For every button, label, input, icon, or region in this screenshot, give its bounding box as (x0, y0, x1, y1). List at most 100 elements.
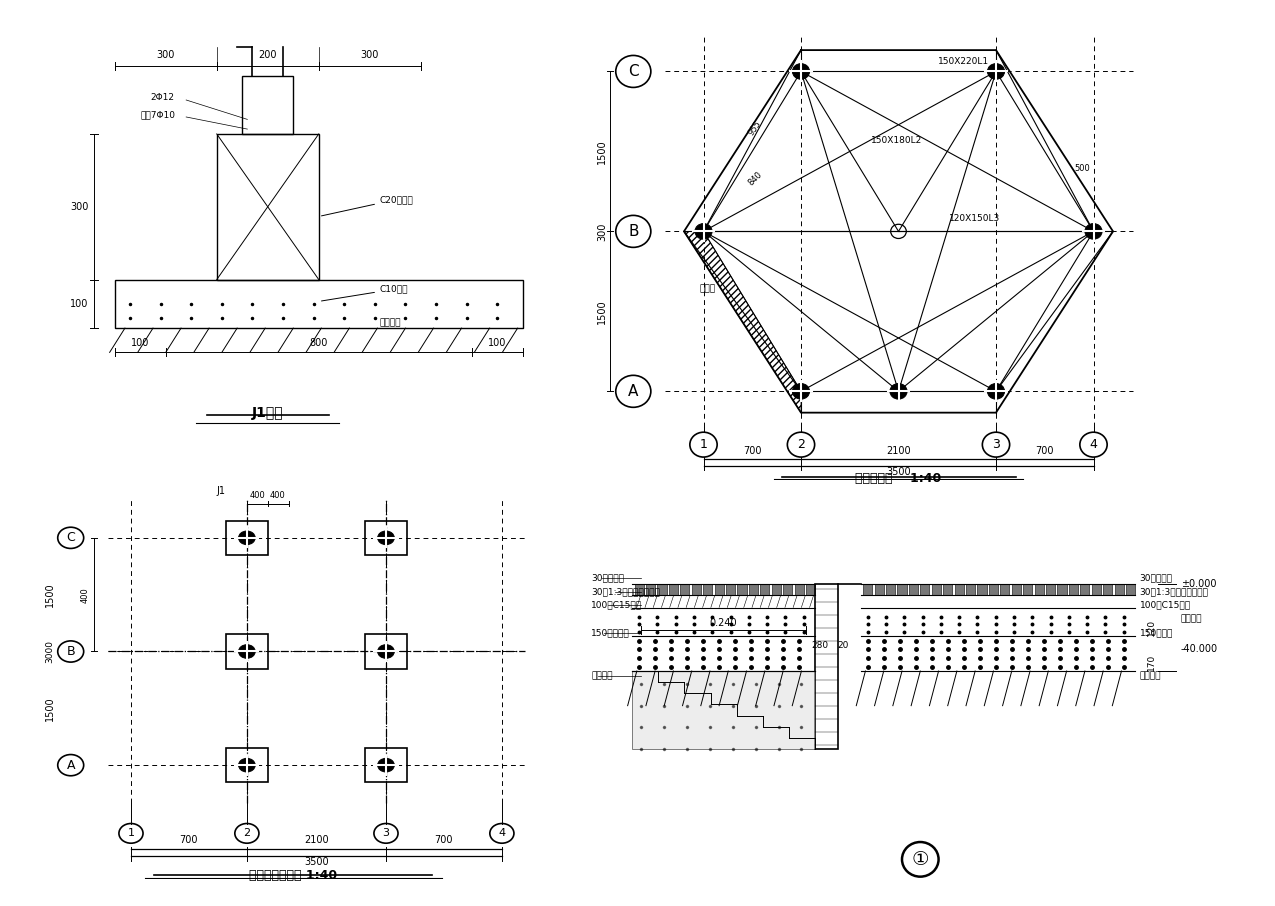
Text: 170: 170 (1146, 654, 1155, 671)
Bar (365, 748, 407, 782)
Bar (1057, 584, 1067, 595)
Text: 村相制定: 村相制定 (1181, 614, 1202, 623)
Circle shape (377, 531, 394, 545)
Text: 3500: 3500 (886, 467, 910, 477)
Text: 1500: 1500 (45, 696, 55, 720)
Bar (691, 584, 701, 595)
Text: 100厚C15垫层: 100厚C15垫层 (592, 601, 643, 610)
Bar (1114, 584, 1123, 595)
Text: 150石垫层: 150石垫层 (1140, 629, 1173, 638)
Text: 150X180L2: 150X180L2 (871, 136, 922, 145)
Text: 箍筋7Φ10: 箍筋7Φ10 (140, 110, 175, 119)
Text: 1: 1 (700, 439, 708, 451)
Bar (783, 584, 792, 595)
Text: 400: 400 (270, 491, 286, 500)
Bar (703, 584, 713, 595)
Text: 120: 120 (1146, 619, 1155, 636)
Text: 2100: 2100 (305, 835, 329, 845)
Text: 150X220L1: 150X220L1 (937, 57, 988, 66)
Bar (365, 521, 407, 554)
Text: 2Φ12: 2Φ12 (150, 93, 175, 102)
Text: 30厚1:3干硬性水泥砂浆: 30厚1:3干硬性水泥砂浆 (592, 587, 660, 596)
Text: 280: 280 (811, 641, 829, 650)
Text: 2: 2 (244, 828, 250, 838)
Bar (1080, 584, 1089, 595)
Text: 840: 840 (746, 169, 764, 188)
Text: -40.000: -40.000 (1181, 644, 1218, 654)
Text: 400: 400 (80, 587, 89, 602)
Text: J1剖图: J1剖图 (252, 406, 283, 419)
Bar (955, 584, 964, 595)
Text: 700: 700 (435, 835, 453, 845)
Bar (921, 584, 929, 595)
Bar (806, 584, 815, 595)
Bar (217, 134, 319, 280)
Bar (1034, 584, 1044, 595)
Bar (646, 584, 655, 595)
Bar (875, 584, 884, 595)
Text: 0.240: 0.240 (710, 618, 737, 628)
Text: J1: J1 (217, 487, 226, 496)
Bar (898, 584, 907, 595)
Text: 3000: 3000 (46, 640, 55, 663)
Text: 30厚1:3干硬性水泥砂浆: 30厚1:3干硬性水泥砂浆 (1140, 587, 1209, 596)
Text: 30厚青石板: 30厚青石板 (592, 573, 623, 583)
Bar (1046, 584, 1056, 595)
Text: 素土夯实: 素土夯实 (1140, 671, 1162, 680)
Bar (681, 584, 690, 595)
Text: 基础结构平面图 1:40: 基础结构平面图 1:40 (249, 870, 338, 882)
Text: 3500: 3500 (305, 857, 329, 867)
Bar (226, 521, 268, 554)
Circle shape (987, 63, 1005, 79)
Bar (242, 76, 293, 134)
Text: 3: 3 (992, 439, 1000, 451)
Bar (989, 584, 998, 595)
Text: ①: ① (912, 850, 929, 869)
Bar (365, 634, 407, 669)
Text: 150厚石垫层: 150厚石垫层 (592, 629, 630, 638)
Text: 700: 700 (1035, 446, 1054, 456)
Text: 500: 500 (1074, 164, 1090, 173)
Bar (771, 584, 780, 595)
Text: 1: 1 (128, 828, 134, 838)
Bar (815, 584, 838, 749)
Text: 955: 955 (746, 120, 762, 138)
Bar (760, 584, 769, 595)
Text: B: B (629, 224, 639, 239)
Text: A: A (629, 384, 639, 399)
Circle shape (238, 645, 255, 659)
Text: 1500: 1500 (45, 583, 55, 607)
Bar (115, 280, 523, 328)
Bar (1012, 584, 1021, 595)
Bar (1091, 584, 1100, 595)
Bar (1126, 584, 1135, 595)
Bar (944, 584, 952, 595)
Bar (909, 584, 918, 595)
Text: 100: 100 (488, 338, 506, 348)
Text: 4: 4 (1090, 439, 1098, 451)
Polygon shape (632, 671, 815, 749)
Text: 2100: 2100 (886, 446, 910, 456)
Bar (1068, 584, 1079, 595)
Text: 素土夯实: 素土夯实 (380, 319, 402, 328)
Circle shape (377, 645, 394, 659)
Polygon shape (683, 231, 801, 412)
Text: 300: 300 (70, 202, 88, 212)
Text: C: C (66, 531, 75, 545)
Text: B: B (66, 645, 75, 658)
Bar (748, 584, 757, 595)
Text: 2: 2 (797, 439, 805, 451)
Text: 100: 100 (70, 299, 88, 309)
Text: C: C (629, 64, 639, 79)
Bar (725, 584, 736, 595)
Text: C20砼基础: C20砼基础 (321, 195, 413, 216)
Text: 1500: 1500 (597, 299, 607, 323)
Text: C10垫层: C10垫层 (321, 284, 408, 301)
Circle shape (238, 758, 255, 772)
Text: 300: 300 (157, 50, 175, 60)
Bar (226, 748, 268, 782)
Bar (1001, 584, 1010, 595)
Text: 30厚青石板: 30厚青石板 (1140, 573, 1173, 583)
Circle shape (987, 383, 1005, 400)
Bar (658, 584, 667, 595)
